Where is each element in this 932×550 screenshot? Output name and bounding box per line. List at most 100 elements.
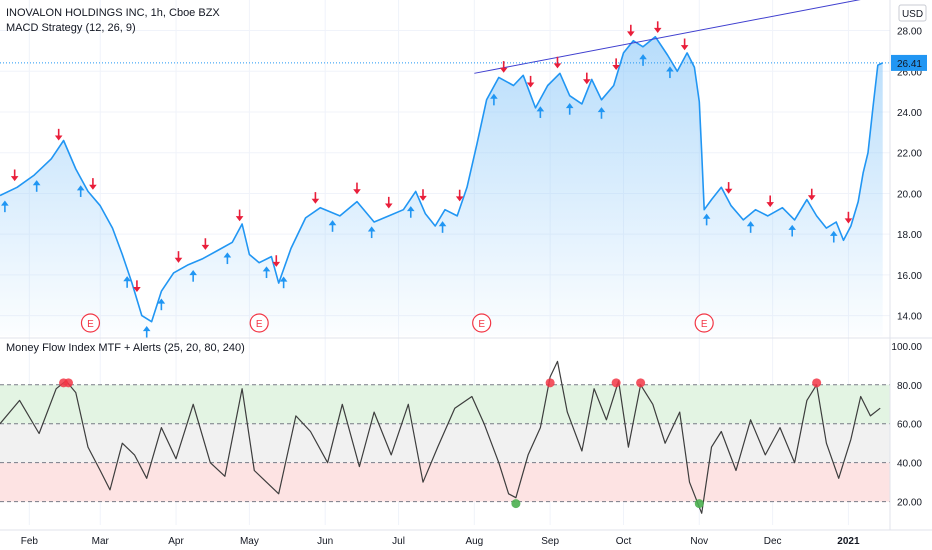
price-tick-label: 14.00 [897,312,922,323]
currency-badge-frame[interactable] [898,4,927,22]
mfi-line [0,360,881,514]
mfi-band [0,462,890,502]
svg-text:E: E [256,319,263,330]
sell-signal-arrow [10,169,19,182]
sell-signal-arrow [311,192,320,204]
buy-signal-arrow [223,252,232,265]
time-tick-label: Nov [690,536,708,547]
sell-signal-arrow [54,128,63,141]
symbol-title: INOVALON HOLDINGS INC, 1h, Cboe BZX [6,7,220,19]
price-tick-label: 18.00 [897,230,922,241]
sell-signal-arrow [680,38,689,51]
mfi-tick-label: 60.00 [897,420,922,431]
earnings-marker[interactable]: E [80,313,101,333]
buy-signal-arrow [367,226,376,239]
buy-signal-arrow [490,93,498,106]
time-tick-label: Jul [392,536,405,547]
price-area [0,36,883,336]
time-tick-label: Apr [168,536,184,547]
price-tick-label: 20.00 [897,189,922,200]
sell-signal-arrow [583,72,591,85]
sell-signal-arrow [201,238,210,250]
price-tick-label: 26.00 [897,67,922,78]
mfi-band [0,384,890,424]
price-tick-label: 28.00 [897,27,922,38]
sell-signal-arrow [553,56,562,69]
buy-signal-arrow [328,220,337,232]
sell-signal-arrow [807,188,816,201]
earnings-marker[interactable]: E [249,313,269,333]
time-tick-label: Oct [616,536,632,547]
currency-label[interactable]: USD [902,9,923,20]
time-tick-label: Jun [317,536,333,547]
buy-signal-arrow [123,276,131,288]
buy-signal-arrow [639,54,647,66]
buy-signal-arrow [76,185,85,197]
price-tick-label: 16.00 [897,271,922,282]
mfi-overbought-alert [545,378,555,388]
price-tick-label: 24.00 [897,108,922,119]
buy-signal-arrow [438,221,447,233]
mfi-overbought-alert [636,378,646,388]
mfi-tick-label: 40.00 [897,459,922,470]
sell-signal-arrow [766,195,774,208]
time-tick-label: May [240,536,259,547]
buy-signal-arrow [1,200,9,213]
sell-signal-arrow [174,251,183,263]
earnings-marker[interactable]: E [472,313,492,333]
time-tick-label: 2021 [837,536,860,547]
earnings-marker[interactable]: E [694,313,714,333]
mfi-oversold-alert [694,499,704,509]
mfi-overbought-alert [611,378,621,388]
buy-signal-arrow [702,213,711,226]
buy-signal-arrow [565,103,574,115]
trendline[interactable] [474,0,890,74]
sell-signal-arrow [384,196,393,209]
svg-text:E: E [478,319,485,330]
buy-signal-arrow [157,298,166,311]
sell-signal-arrow [526,75,535,88]
svg-text:26.41: 26.41 [897,59,922,70]
buy-signal-arrow [829,230,838,243]
sell-signal-arrow [235,209,244,222]
sell-signal-arrow [844,211,853,224]
time-tick-label: Aug [465,536,483,547]
sell-signal-arrow [419,189,427,201]
buy-signal-arrow [788,224,796,237]
currency-badge[interactable]: USD [898,4,927,22]
sell-signal-arrow [724,182,733,194]
sell-signal-arrow [653,21,662,33]
svg-text:E: E [701,319,708,330]
mfi-oversold-alert [511,499,521,509]
last-price-badge: 26.41 [891,54,927,71]
sell-signal-arrow [272,255,281,267]
mfi-overbought-alert [63,378,73,388]
mfi-pane [0,360,890,514]
buy-signal-arrow [536,106,545,118]
sell-signal-arrow [612,58,620,71]
time-tick-label: Sep [541,536,559,547]
mfi-tick-label: 100.00 [891,342,922,353]
sell-signal-arrow [353,182,361,195]
buy-signal-arrow [666,66,674,79]
mfi-overbought-alert [812,378,822,388]
buy-signal-arrow [746,221,755,233]
time-tick-label: Dec [764,536,782,547]
price-line [0,35,884,323]
buy-signal-arrow [32,180,41,192]
sell-signal-arrow [133,280,141,293]
buy-signal-arrow [142,326,151,338]
buy-signal-arrow [279,276,288,289]
time-tick-label: Feb [21,536,39,547]
sell-signal-arrow [499,61,508,73]
sell-signal-arrow [627,24,635,37]
strategy-legend: MACD Strategy (12, 26, 9) [6,22,136,34]
mfi-tick-label: 20.00 [897,498,922,509]
buy-signal-arrow [262,266,271,279]
mfi-tick-label: 80.00 [897,381,922,392]
buy-signal-arrow [189,270,197,282]
indicator-legend: Money Flow Index MTF + Alerts (25, 20, 8… [6,342,245,354]
sell-signal-arrow [455,189,464,202]
buy-signal-arrow [597,107,606,119]
